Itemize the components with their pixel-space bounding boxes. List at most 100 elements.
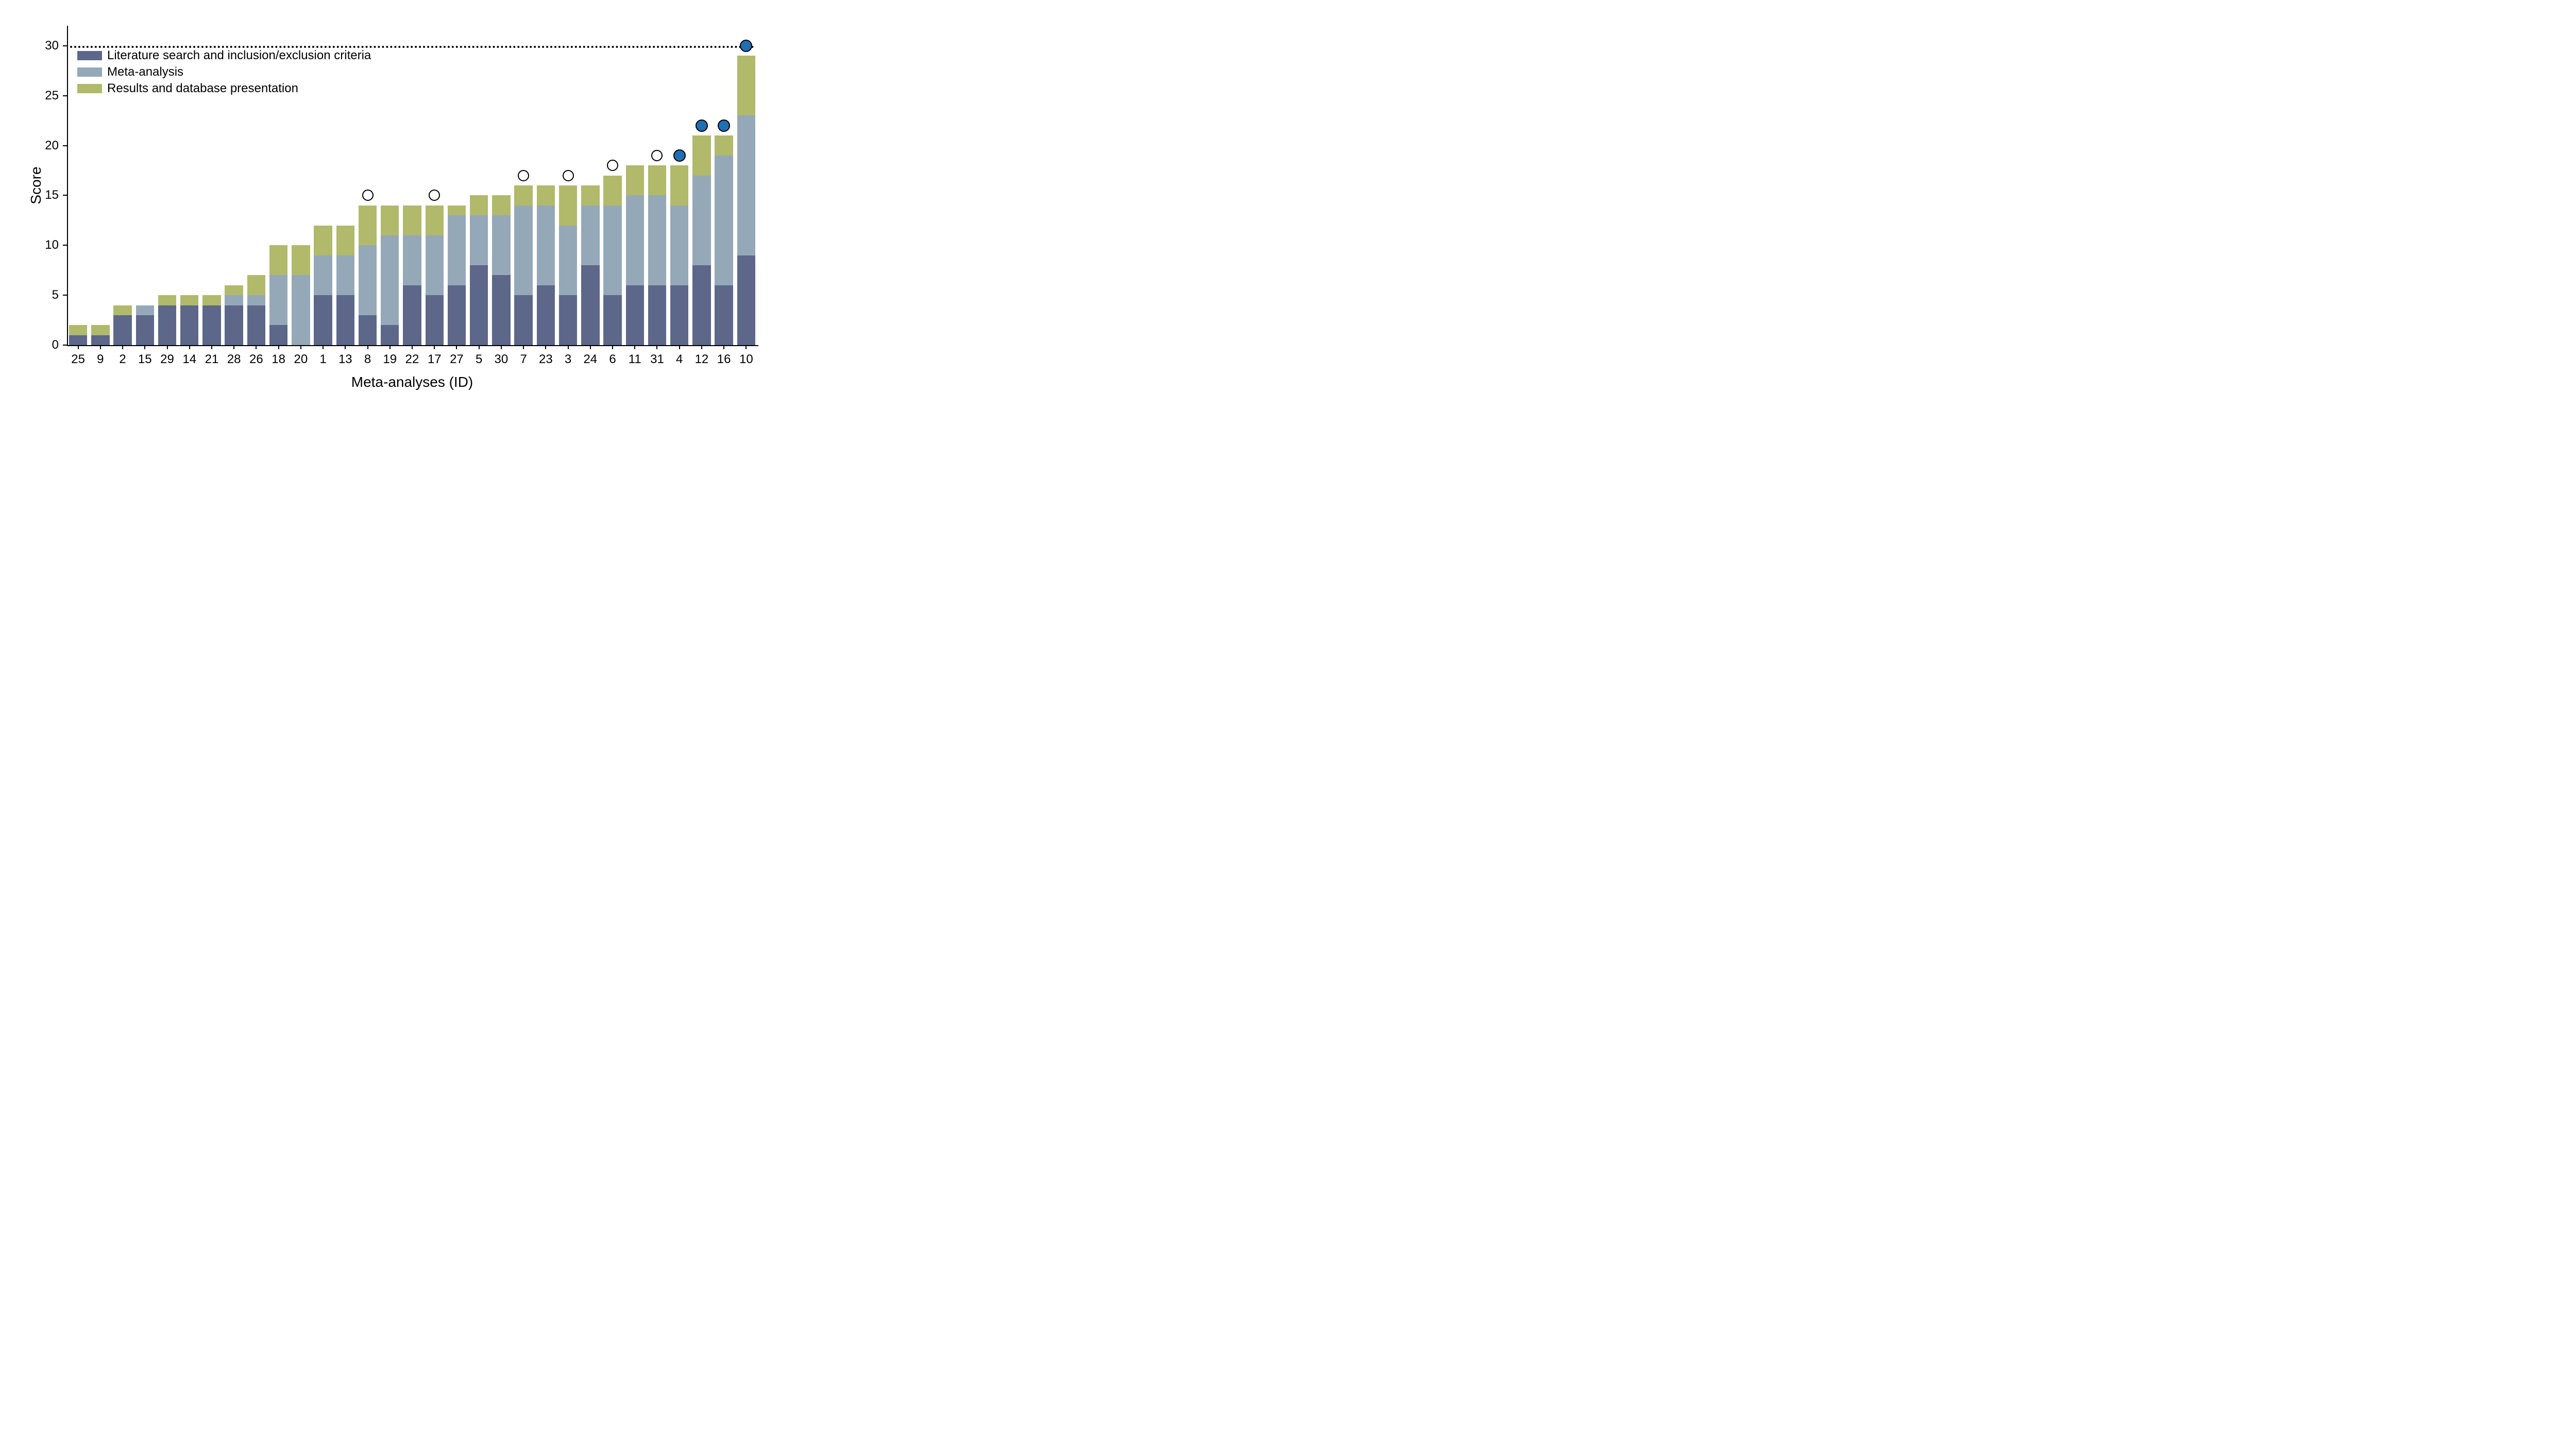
bar-segment-s2 xyxy=(381,235,399,325)
x-tick xyxy=(479,345,480,349)
x-tick-label: 1 xyxy=(319,352,326,367)
bar-segment-s1 xyxy=(91,335,109,345)
x-tick-label: 31 xyxy=(650,352,664,367)
bar-segment-s2 xyxy=(692,176,710,265)
x-tick-label: 26 xyxy=(249,352,263,367)
bar-segment-s3 xyxy=(336,226,354,255)
bar-segment-s3 xyxy=(581,185,599,206)
x-tick xyxy=(634,345,635,349)
bar-segment-s2 xyxy=(448,215,466,285)
bar-segment-s2 xyxy=(603,206,621,295)
y-tick xyxy=(63,95,67,96)
x-tick xyxy=(211,345,212,349)
x-tick-label: 9 xyxy=(97,352,104,367)
bar-segment-s3 xyxy=(470,195,488,215)
bar-segment-s3 xyxy=(269,245,287,275)
bar-segment-s2 xyxy=(737,115,755,255)
bar-segment-s1 xyxy=(359,315,377,345)
x-tick xyxy=(345,345,346,349)
bar-segment-s3 xyxy=(403,206,421,235)
bar-segment-s3 xyxy=(202,295,221,305)
bar-segment-s3 xyxy=(648,165,666,195)
x-tick xyxy=(323,345,324,349)
marker-open-circle-icon xyxy=(651,150,663,161)
bar-segment-s3 xyxy=(537,185,555,206)
bar-segment-s1 xyxy=(336,295,354,345)
bar-segment-s1 xyxy=(158,305,176,346)
bar-segment-s3 xyxy=(559,185,577,226)
bar-segment-s1 xyxy=(492,275,510,345)
x-tick xyxy=(300,345,301,349)
x-tick xyxy=(745,345,747,349)
bar-segment-s2 xyxy=(403,235,421,285)
marker-open-circle-icon xyxy=(518,170,529,181)
bar-segment-s2 xyxy=(670,206,688,285)
x-tick xyxy=(78,345,79,349)
x-tick xyxy=(189,345,190,349)
x-tick-label: 6 xyxy=(609,352,616,367)
x-tick xyxy=(701,345,702,349)
x-tick-label: 8 xyxy=(364,352,371,367)
x-tick xyxy=(412,345,413,349)
bar-segment-s3 xyxy=(158,295,176,305)
bar-segment-s3 xyxy=(603,176,621,206)
x-tick xyxy=(545,345,546,349)
bar-segment-s1 xyxy=(202,305,221,346)
bar-segment-s2 xyxy=(269,275,287,325)
bar-segment-s2 xyxy=(336,255,354,296)
x-tick xyxy=(656,345,657,349)
bar-segment-s2 xyxy=(626,195,644,285)
bar-segment-s2 xyxy=(648,195,666,285)
bar-segment-s3 xyxy=(180,295,198,305)
bar-segment-s1 xyxy=(537,285,555,345)
x-tick xyxy=(233,345,234,349)
bar-segment-s2 xyxy=(559,226,577,296)
x-tick xyxy=(144,345,145,349)
bar-segment-s1 xyxy=(426,295,444,345)
bar-segment-s1 xyxy=(113,315,131,345)
x-tick-label: 11 xyxy=(629,352,641,367)
bar-segment-s2 xyxy=(292,275,310,345)
x-tick-label: 5 xyxy=(476,352,482,367)
x-tick-label: 4 xyxy=(676,352,683,367)
marker-open-circle-icon xyxy=(563,170,574,181)
bar-segment-s1 xyxy=(603,295,621,345)
y-tick xyxy=(63,345,67,346)
x-tick xyxy=(434,345,435,349)
x-tick-label: 21 xyxy=(205,352,219,367)
y-tick-label: 0 xyxy=(10,338,59,352)
bar-segment-s2 xyxy=(492,215,510,275)
bar-segment-s3 xyxy=(626,165,644,195)
bar-segment-s1 xyxy=(737,255,755,345)
legend-swatch-icon xyxy=(77,51,102,60)
x-tick-label: 18 xyxy=(272,352,285,367)
x-tick xyxy=(100,345,101,349)
y-tick-label: 10 xyxy=(10,238,59,252)
marker-filled-circle-icon xyxy=(740,40,752,52)
bar-segment-s2 xyxy=(314,255,332,296)
bar-segment-s1 xyxy=(648,285,666,345)
x-tick-label: 29 xyxy=(160,352,174,367)
y-tick-label: 20 xyxy=(10,139,59,153)
x-tick-label: 12 xyxy=(695,352,709,367)
marker-open-circle-icon xyxy=(429,190,440,201)
bar-segment-s3 xyxy=(91,325,109,335)
legend: Literature search and inclusion/exclusio… xyxy=(77,48,371,98)
x-tick-label: 20 xyxy=(294,352,308,367)
bar-segment-s3 xyxy=(359,206,377,246)
x-tick-label: 14 xyxy=(182,352,196,367)
bar-segment-s2 xyxy=(537,206,555,285)
y-axis-title: Score xyxy=(28,166,44,204)
bar-segment-s3 xyxy=(514,185,532,206)
bar-segment-s1 xyxy=(670,285,688,345)
x-tick-label: 3 xyxy=(565,352,571,367)
bar-segment-s3 xyxy=(381,206,399,235)
bar-segment-s3 xyxy=(314,226,332,255)
x-tick xyxy=(278,345,279,349)
y-tick-label: 5 xyxy=(10,288,59,302)
x-tick xyxy=(612,345,613,349)
y-tick-label: 30 xyxy=(10,39,59,53)
x-tick-label: 28 xyxy=(227,352,241,367)
x-tick xyxy=(723,345,724,349)
x-tick-label: 30 xyxy=(495,352,509,367)
